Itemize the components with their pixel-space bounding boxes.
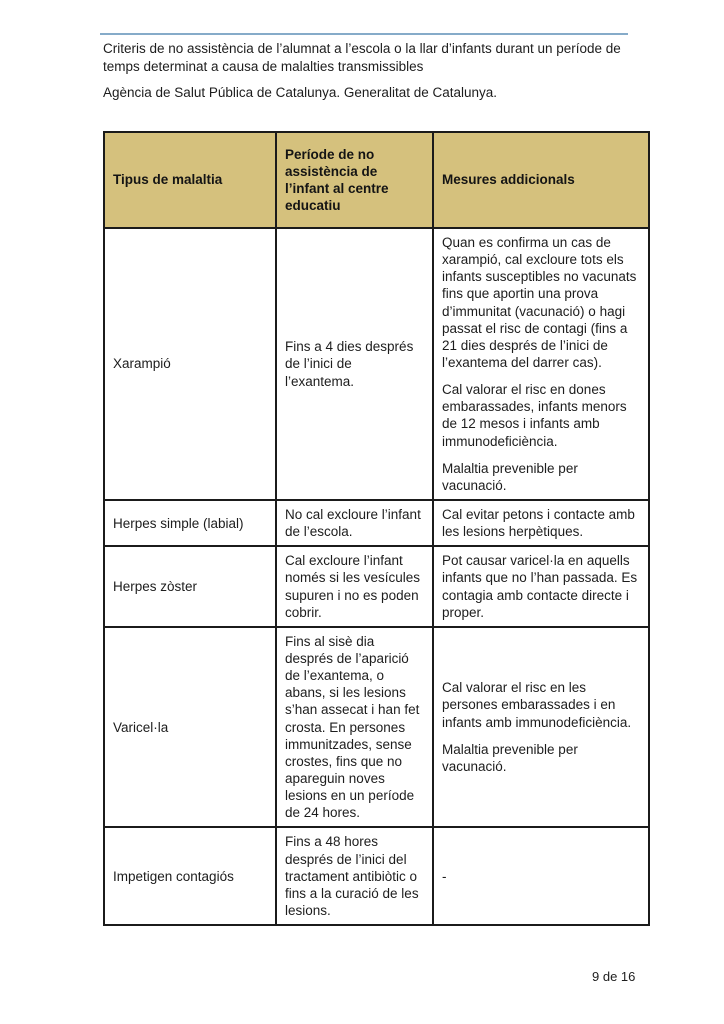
measures-cell: - [432,826,650,927]
measures-paragraph: Malaltia prevenible per vacunació. [442,741,578,774]
table-row: Impetigen contagiós Fins a 48 hores desp… [103,826,650,927]
measures-cell: Quan es confirma un cas de xarampió, cal… [432,227,650,501]
period-text: Fins al sisè dia després de l’aparició d… [285,633,420,821]
measures-paragraph: Pot causar varicel·la en aquells infants… [442,553,638,620]
table-row: Herpes zòster Cal excloure l’infant nomé… [103,545,650,628]
period-text: Cal excloure l’infant només si les vesíc… [285,553,421,620]
disease-cell: Herpes simple (labial) [103,498,277,548]
period-cell: No cal excloure l’infant de l’escola. [275,498,434,548]
measures-cell: Cal valorar el risc en les persones emba… [432,625,650,829]
period-text: No cal excloure l’infant de l’escola. [285,506,421,540]
column-header-absence-period: Període de no assistència de l’infant al… [275,131,434,229]
header-divider-line [100,33,628,35]
table-header-row: Tipus de malaltia Període de no assistèn… [103,131,650,229]
period-cell: Fins a 48 hores després de l’inici del t… [275,826,434,927]
measures-paragraph: Cal evitar petons i contacte amb les les… [442,506,635,540]
disease-cell: Xarampió [103,227,277,501]
document-header: Criteris de no assistència de l’alumnat … [103,40,633,102]
disease-cell: Impetigen contagiós [103,826,277,927]
page-number: 9 de 16 [592,969,636,984]
disease-cell: Herpes zòster [103,545,277,628]
measures-paragraph: - [442,868,447,884]
period-cell: Fins al sisè dia després de l’aparició d… [275,625,434,829]
measures-cell: Cal evitar petons i contacte amb les les… [432,498,650,548]
period-cell: Cal excloure l’infant només si les vesíc… [275,545,434,628]
measures-cell: Pot causar varicel·la en aquells infants… [432,545,650,628]
table-row: Herpes simple (labial) No cal excloure l… [103,498,650,548]
document-subtitle: Agència de Salut Pública de Catalunya. G… [103,85,498,101]
disease-cell: Varicel·la [103,625,277,829]
document-title: Criteris de no assistència de l’alumnat … [103,41,621,74]
period-text: Fins a 48 hores després de l’inici del t… [285,834,419,918]
table-row: Varicel·la Fins al sisè dia després de l… [103,625,650,829]
period-text: Fins a 4 dies després de l’inici de l’ex… [285,339,414,389]
measures-paragraph: Quan es confirma un cas de xarampió, cal… [442,235,637,370]
measures-paragraph: Malaltia prevenible per vacunació. [442,460,578,493]
table-row: Xarampió Fins a 4 dies després de l’inic… [103,227,650,501]
column-header-additional-measures: Mesures addicionals [432,131,650,229]
measures-paragraph: Cal valorar el risc en les persones emba… [442,680,632,730]
measures-paragraph: Cal valorar el risc en dones embarassade… [442,382,627,449]
disease-exclusion-table: Tipus de malaltia Període de no assistèn… [103,131,650,927]
column-header-disease-type: Tipus de malaltia [103,131,277,229]
period-cell: Fins a 4 dies després de l’inici de l’ex… [275,227,434,501]
